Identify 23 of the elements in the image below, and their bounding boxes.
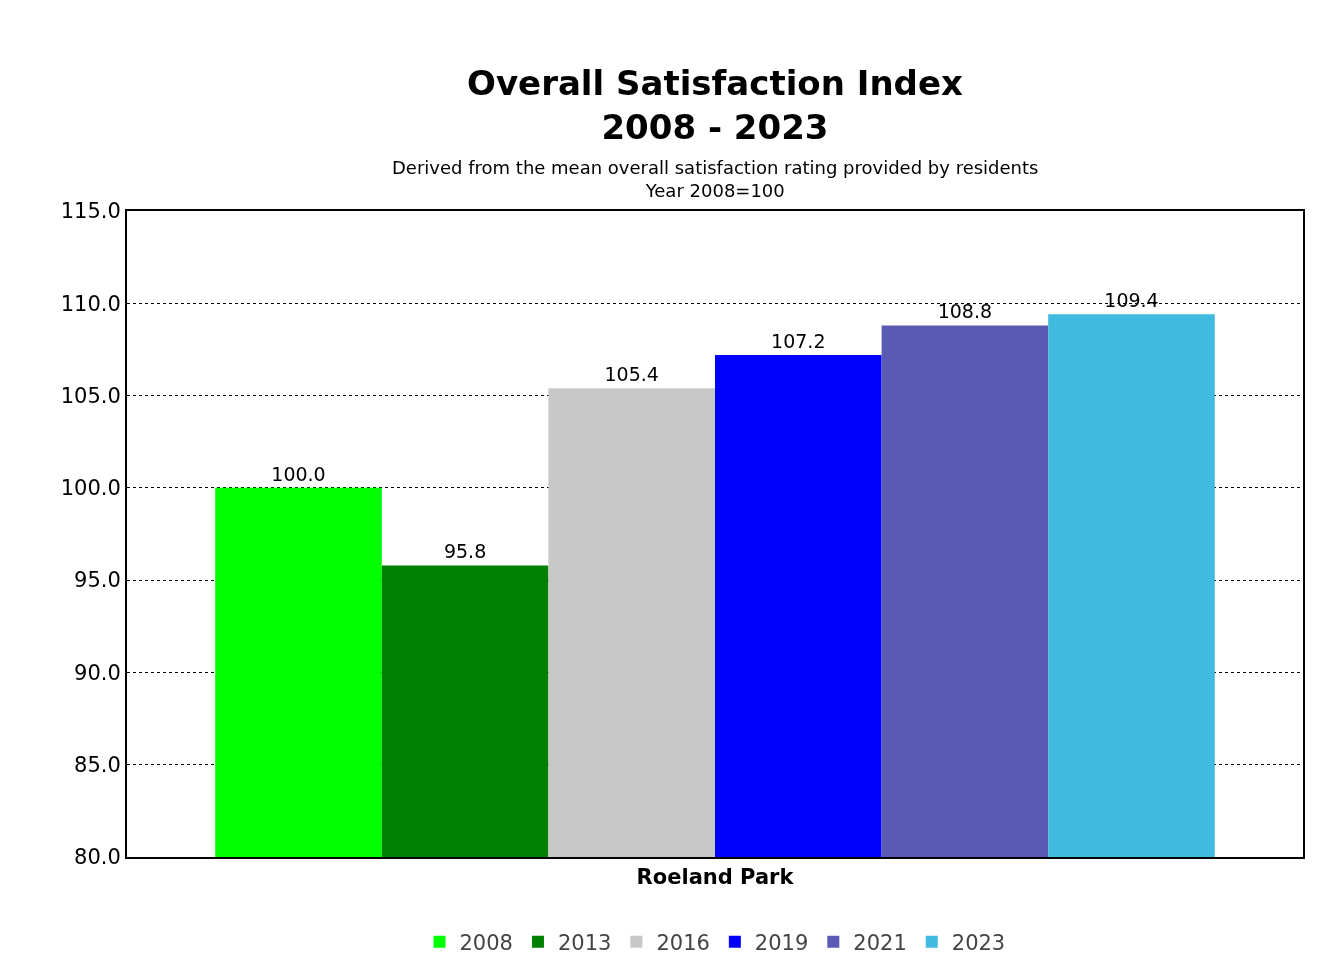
legend-label: 2016: [656, 930, 710, 955]
y-tick-label: 95.0: [74, 568, 121, 593]
chart-title: Overall Satisfaction Index 2008 - 2023: [467, 63, 964, 148]
y-tick-label: 115.0: [60, 199, 121, 224]
legend-label: 2023: [951, 930, 1006, 955]
y-tick-label: 85.0: [74, 753, 121, 778]
x-tick-label: Roeland Park: [636, 865, 795, 890]
text: 109.4: [1104, 289, 1159, 312]
legend-label: 2013: [557, 930, 612, 955]
y-tick-label: 105.0: [60, 383, 121, 408]
text: 105.4: [604, 363, 659, 386]
legend-label: 2019: [754, 930, 809, 955]
y-tick-label: 110.0: [60, 291, 121, 316]
text: 95.8: [443, 540, 487, 563]
y-tick-label: 90.0: [74, 660, 121, 685]
y-tick-label: 100.0: [60, 476, 121, 501]
text: 107.2: [771, 329, 826, 352]
text: 100.0: [271, 462, 326, 485]
legend-label: 2021: [853, 930, 907, 955]
legend-label: 2008: [459, 930, 513, 955]
y-tick-label: 80.0: [74, 845, 121, 870]
chart-subtitle: Derived from the mean overall satisfaction rating provided by residents Year 2008=100: [392, 157, 1039, 202]
text: 108.8: [937, 300, 993, 323]
